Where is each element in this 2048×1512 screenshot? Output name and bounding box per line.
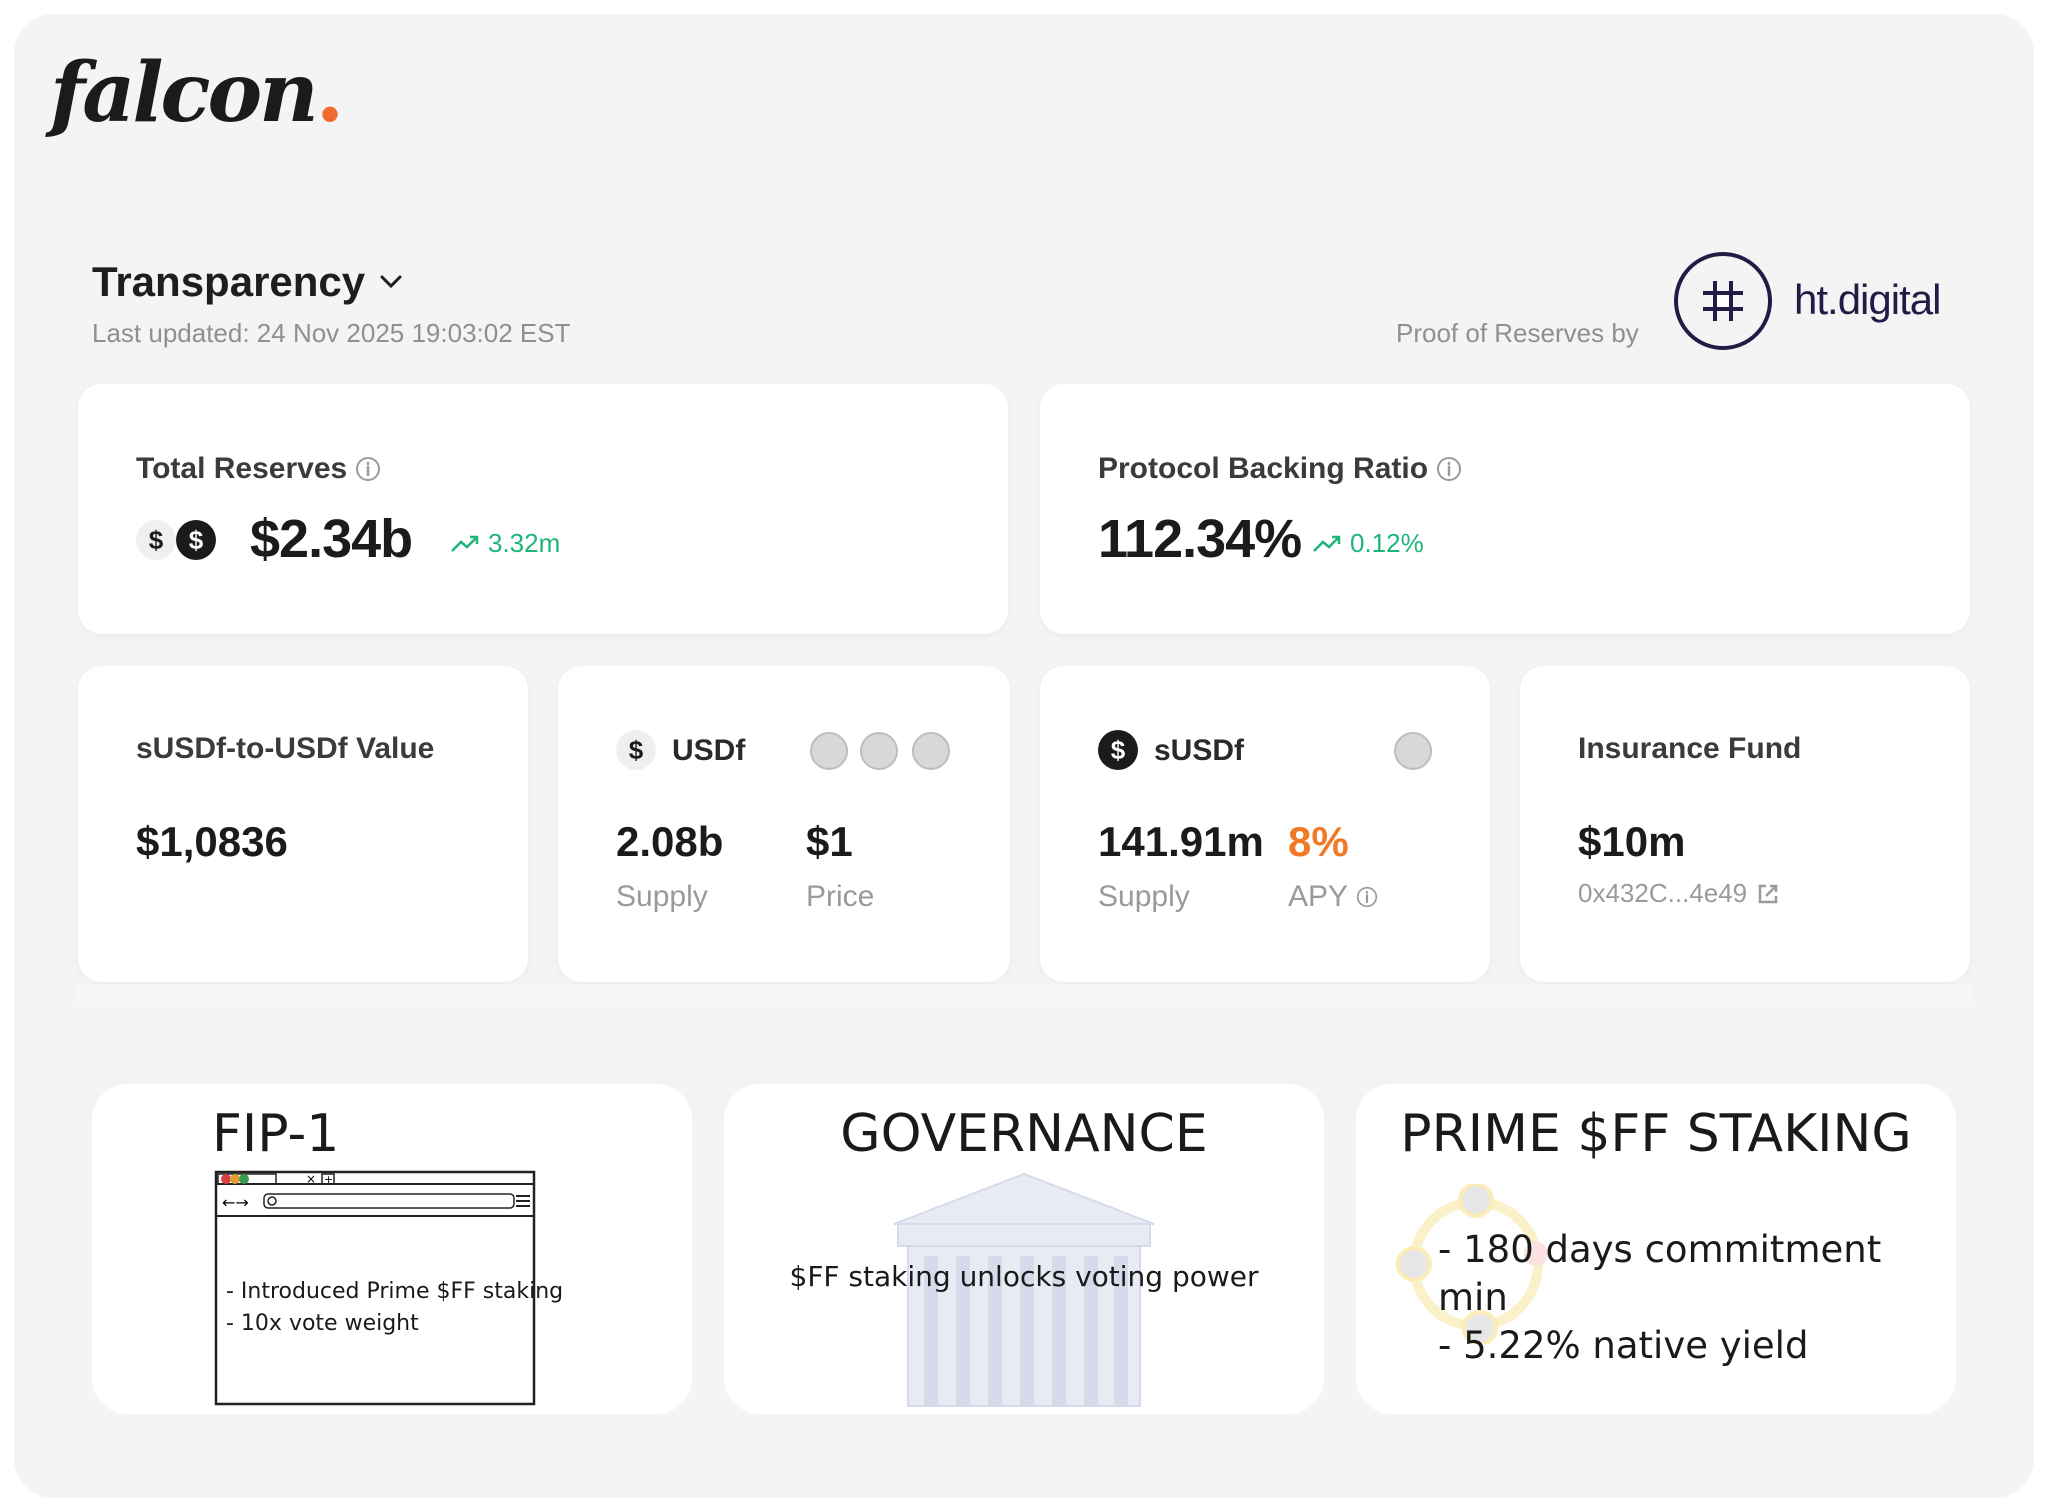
capitol-building-icon — [893, 1172, 1155, 1407]
svg-text:×: × — [306, 1172, 316, 1186]
fip-1-title: FIP-1 — [212, 1104, 340, 1164]
susdf-to-usdf-label: sUSDf-to-USDf Value — [136, 732, 435, 765]
falcon-logo[interactable]: falcon. — [50, 45, 344, 141]
coingecko-icon[interactable] — [860, 732, 898, 770]
susdf-to-usdf-value: $1,0836 — [136, 818, 288, 865]
backing-ratio-label: Protocol Backing Ratio — [1098, 452, 1462, 486]
susdf-name: sUSDf — [1154, 734, 1245, 767]
cmc-link-icon[interactable] — [912, 732, 950, 770]
backing-ratio-delta: 0.12% — [1312, 528, 1424, 559]
total-reserves-value: $2.34b — [250, 509, 413, 569]
trending-up-icon — [1313, 535, 1341, 552]
usdf-name: USDf — [672, 734, 746, 767]
info-icon[interactable] — [1436, 456, 1462, 482]
trending-up-icon — [451, 535, 479, 552]
ht-digital-logo-icon[interactable] — [1674, 252, 1772, 350]
prime-ff-staking-promo-card[interactable]: PRIME $FF STAKING - 180 days commitment … — [1356, 1084, 1956, 1414]
total-reserves-card: Total Reserves $ $ $2.34b 3.32m — [78, 384, 1008, 634]
susdf-coin-icon: $ — [1098, 730, 1138, 770]
usdf-price-label: Price — [806, 880, 875, 913]
fip-1-promo-card[interactable]: FIP-1 × + ←→ - Introduced Prime $FF stak… — [92, 1084, 692, 1414]
usdf-supply-value: 2.08b — [616, 818, 724, 865]
page-title: Transparency — [92, 258, 366, 305]
coinmarketcap-icon[interactable] — [1394, 732, 1432, 770]
usdf-supply-label: Supply — [616, 880, 708, 913]
usdf-coin-icon: $ — [136, 520, 176, 560]
svg-text:←→: ←→ — [222, 1193, 249, 1212]
susdf-card: $ sUSDf 141.91m Supply 8% APY — [1040, 666, 1490, 982]
susdf-apy-label: APY — [1288, 880, 1378, 914]
prime-staking-title: PRIME $FF STAKING — [1400, 1104, 1912, 1164]
total-reserves-label: Total Reserves — [136, 452, 381, 486]
ht-digital-name[interactable]: ht.digital — [1794, 276, 1941, 323]
prime-staking-line-2: - 5.22% native yield — [1438, 1324, 1809, 1367]
browser-window-icon: × + ←→ — [214, 1170, 536, 1406]
fip-1-line-2: - 10x vote weight — [226, 1311, 419, 1336]
backing-ratio-value: 112.34% — [1098, 509, 1302, 569]
transparency-dropdown[interactable]: Transparency — [92, 258, 403, 306]
usdf-coin-icon: $ — [616, 730, 656, 770]
prime-staking-text: - 180 days commitment min - 5.22% native… — [1438, 1226, 1956, 1370]
insurance-fund-value: $10m — [1578, 818, 1686, 865]
insurance-fund-address-link[interactable]: 0x432C...4e49 — [1578, 878, 1781, 909]
info-icon[interactable] — [1356, 886, 1378, 908]
section-divider — [76, 985, 1972, 1013]
total-reserves-delta: 3.32m — [450, 528, 560, 559]
susdf-to-usdf-card: sUSDf-to-USDf Value $1,0836 — [78, 666, 528, 982]
external-link-icon — [1758, 884, 1778, 903]
orbit-ring-icon — [1396, 1184, 1548, 1344]
info-icon[interactable] — [355, 456, 381, 482]
susdf-apy-value: 8% — [1288, 818, 1349, 865]
susdf-coin-icon: $ — [176, 520, 216, 560]
fip-1-text: - Introduced Prime $FF staking - 10x vot… — [226, 1276, 563, 1340]
proof-of-reserves-label: Proof of Reserves by — [1396, 318, 1639, 348]
susdf-supply-value: 141.91m — [1098, 818, 1264, 865]
prime-staking-line-1: - 180 days commitment min — [1438, 1228, 1882, 1319]
last-updated: Last updated: 24 Nov 2025 19:03:02 EST — [92, 318, 571, 348]
backing-ratio-card: Protocol Backing Ratio 112.34% 0.12% — [1040, 384, 1970, 634]
governance-text: $FF staking unlocks voting power — [789, 1260, 1259, 1293]
susdf-supply-label: Supply — [1098, 880, 1190, 913]
insurance-fund-label: Insurance Fund — [1578, 732, 1802, 765]
coinmarketcap-icon[interactable] — [810, 732, 848, 770]
usdf-card: $ USDf 2.08b Supply $1 Price — [558, 666, 1010, 982]
chevron-down-icon — [379, 274, 403, 290]
governance-title: GOVERNANCE — [840, 1104, 1208, 1164]
usdf-price-value: $1 — [806, 818, 853, 865]
insurance-fund-card: Insurance Fund $10m 0x432C...4e49 — [1520, 666, 1970, 982]
svg-text:+: + — [324, 1173, 333, 1186]
governance-promo-card[interactable]: GOVERNANCE $FF staking unlocks voting po… — [724, 1084, 1324, 1414]
fip-1-line-1: - Introduced Prime $FF staking — [226, 1279, 564, 1304]
